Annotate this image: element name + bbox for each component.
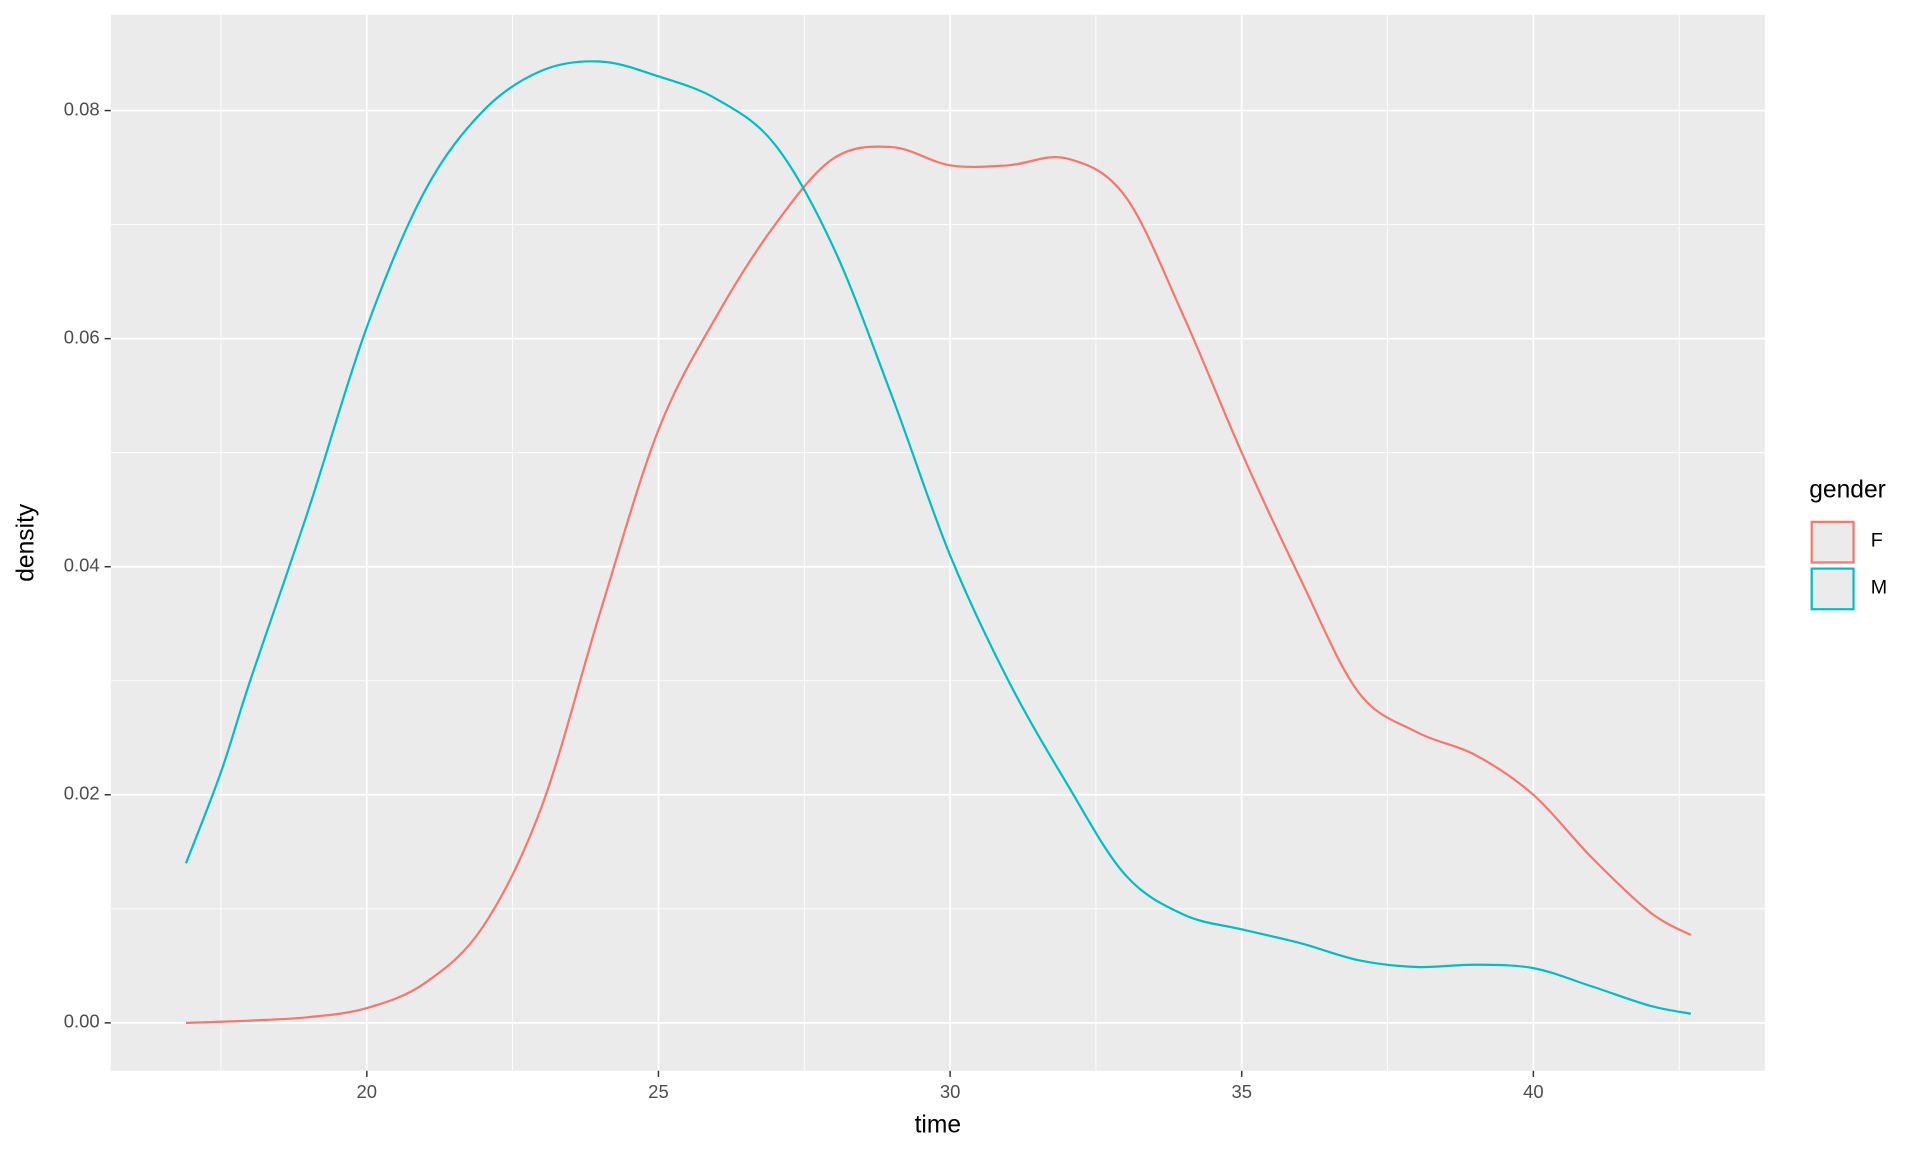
y-tick-label: 0.06 [64,327,100,348]
density-line [185,145,1692,1024]
density-line [184,60,1692,1015]
y-axis-title: density [13,503,40,582]
y-tick-label: 0.04 [64,555,100,576]
x-tick-label: 35 [1231,1081,1252,1102]
x-tick-label: 40 [1523,1081,1544,1102]
legend-key [1810,520,1855,564]
legend-title: gender [1809,477,1886,504]
x-tick-label: 30 [940,1081,961,1102]
x-axis-title: time [915,1112,962,1139]
y-tick-label: 0.00 [64,1011,100,1032]
y-tick-label: 0.08 [64,98,100,119]
legend-label: F [1871,530,1883,552]
legend-label: M [1871,577,1887,599]
y-tick-label: 0.02 [64,783,100,804]
legend-key [1810,567,1855,611]
x-tick-label: 25 [648,1081,669,1102]
panel [110,14,1765,1071]
x-tick-label: 20 [357,1081,378,1102]
